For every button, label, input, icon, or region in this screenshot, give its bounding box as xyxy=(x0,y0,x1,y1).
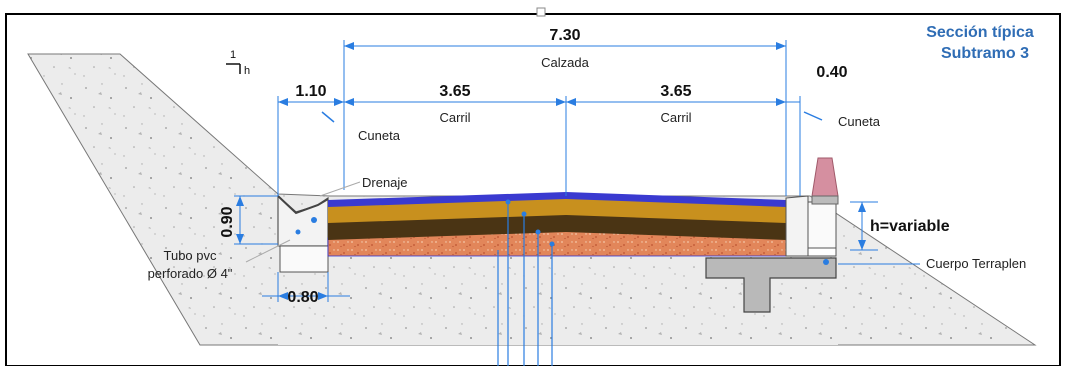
fill-height-label: h=variable xyxy=(870,218,950,235)
drain-box xyxy=(279,245,329,273)
cuneta-right-leader xyxy=(803,111,823,121)
dim-right-shoulder: 0.40 xyxy=(816,64,847,81)
dim-ditch-width xyxy=(262,272,350,302)
dim-lane-left: 3.65 xyxy=(439,83,470,100)
dim-ditch-width-label: 0.80 xyxy=(287,289,318,306)
carril-left-label: Carril xyxy=(439,110,470,125)
right-curb-joint xyxy=(807,247,837,257)
dim-left-shoulder: 1.10 xyxy=(295,83,326,100)
right-ditch xyxy=(785,195,809,257)
barrier-base xyxy=(811,195,839,205)
layer-surface xyxy=(328,192,786,207)
layer-leaders xyxy=(497,202,553,366)
dim-total-label: 7.30 xyxy=(549,27,580,44)
right-curb xyxy=(807,201,837,249)
carril-right-label: Carril xyxy=(660,110,691,125)
cuneta-left-leader xyxy=(321,111,335,123)
dim-fill-height xyxy=(850,201,878,251)
tubo-label-line2: perforado Ø 4" xyxy=(148,266,233,281)
layer-leader-dots xyxy=(505,199,555,247)
layer-base xyxy=(328,198,786,223)
left-ditch-profile xyxy=(277,195,329,215)
footing-dot xyxy=(823,259,829,265)
dim-total xyxy=(343,40,787,196)
slope-rise: 1 xyxy=(230,49,236,61)
title-line1: Sección típica xyxy=(926,24,1034,41)
drenaje-label: Drenaje xyxy=(362,175,408,190)
barrier-post xyxy=(811,157,839,197)
cuneta-right-label: Cuneta xyxy=(838,114,881,129)
tubo-label-line1: Tubo pvc xyxy=(164,248,217,263)
dim-ditch-depth-label: 0.90 xyxy=(219,206,236,237)
title-line2: Subtramo 3 xyxy=(941,45,1029,62)
dim-lane-right: 3.65 xyxy=(660,83,691,100)
cuerpo-label: Cuerpo Terraplen xyxy=(926,256,1026,271)
dim-ditch-depth xyxy=(234,195,278,245)
slope-run: h xyxy=(244,65,250,77)
dim-lanes xyxy=(277,96,801,196)
slope-indicator xyxy=(226,63,241,74)
frame-handle xyxy=(536,7,546,17)
layer-dark xyxy=(328,214,786,240)
drenaje-leader xyxy=(319,181,361,197)
calzada-label: Calzada xyxy=(541,55,589,70)
drain-pipe-dot xyxy=(311,217,317,223)
cuneta-left-label: Cuneta xyxy=(358,128,401,143)
drain-pipe-dot-2 xyxy=(295,229,301,235)
tubo-leader xyxy=(245,239,291,263)
footing xyxy=(705,257,837,313)
